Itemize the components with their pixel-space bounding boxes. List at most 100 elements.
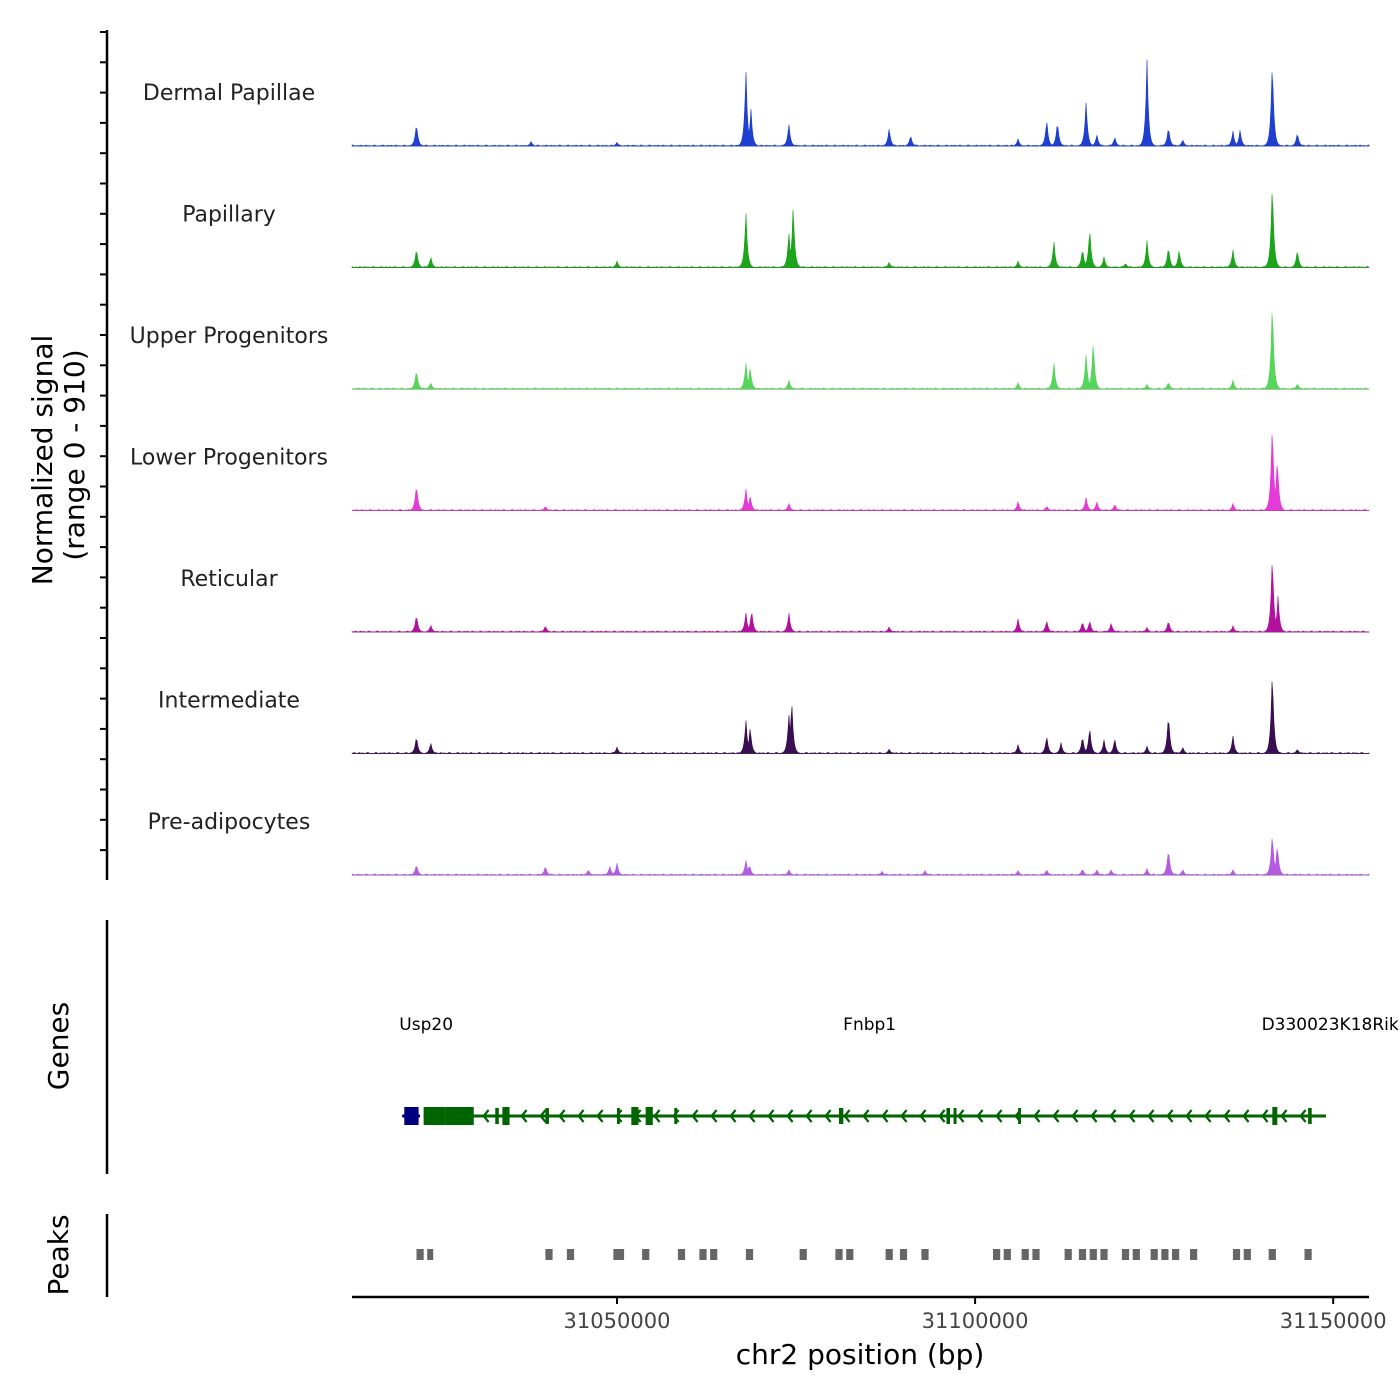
- peak-region: [1064, 1249, 1072, 1260]
- exon: [1018, 1108, 1021, 1124]
- peak-region: [1089, 1249, 1097, 1260]
- strand-arrow: [1052, 1109, 1060, 1123]
- peak-regions-track: [416, 1249, 1312, 1260]
- track-signal-area: [351, 681, 1370, 754]
- exon: [1272, 1107, 1278, 1125]
- strand-arrow: [748, 1109, 756, 1123]
- track-dermal-papillae: Dermal Papillae: [143, 59, 1370, 147]
- exon: [404, 1107, 419, 1125]
- exon: [953, 1108, 957, 1124]
- track-signal-area: [351, 59, 1370, 147]
- peak-region: [921, 1249, 929, 1260]
- strand-arrow: [767, 1109, 775, 1123]
- strand-arrow: [1166, 1109, 1174, 1123]
- track-signal-area: [351, 838, 1370, 876]
- genes-panel-label: Genes: [42, 1002, 75, 1090]
- peak-region: [1078, 1249, 1087, 1260]
- track-papillary: Papillary: [182, 194, 1370, 268]
- peak-region: [846, 1249, 854, 1260]
- strand-arrow: [995, 1109, 1003, 1123]
- exon: [631, 1107, 639, 1125]
- track-label: Intermediate: [158, 689, 300, 714]
- strand-arrow: [1090, 1109, 1098, 1123]
- peak-region: [545, 1249, 553, 1260]
- gene-label: Usp20: [399, 1015, 453, 1035]
- strand-arrow: [957, 1109, 965, 1123]
- track-signal-area: [351, 313, 1370, 390]
- peak-region: [1021, 1249, 1029, 1260]
- peak-region: [835, 1249, 843, 1260]
- strand-arrow: [615, 1109, 623, 1123]
- x-tick-label: 31050000: [564, 1309, 671, 1333]
- strand-arrow: [843, 1109, 851, 1123]
- peak-region: [699, 1249, 707, 1260]
- strand-arrow: [1185, 1109, 1193, 1123]
- x-tick-label: 31100000: [922, 1309, 1029, 1333]
- gene-d330023k18rik: D330023K18Rik: [1262, 1015, 1399, 1035]
- peaks-panel-label: Peaks: [42, 1214, 75, 1295]
- strand-arrow: [596, 1109, 604, 1123]
- y-axis-label-line1: Normalized signal: [26, 335, 59, 586]
- x-axis: 31050000 31100000 31150000: [352, 1295, 1387, 1333]
- track-signal-area: [351, 194, 1370, 268]
- track-upper-progenitors: Upper Progenitors: [130, 313, 1370, 390]
- peak-region: [1190, 1249, 1198, 1260]
- strand-arrow: [520, 1109, 528, 1123]
- peak-region: [799, 1249, 807, 1260]
- gene-label: Fnbp1: [843, 1015, 896, 1035]
- gene-usp20: Usp20: [399, 1015, 453, 1125]
- strand-arrow: [539, 1109, 547, 1123]
- exon: [839, 1108, 844, 1124]
- gene-annotation-track: Usp20 Fnbp1 D330023K18Rik: [399, 1015, 1399, 1125]
- strand-arrow: [919, 1109, 927, 1123]
- exon: [645, 1107, 653, 1125]
- y-axis-label-line2: (range 0 - 910): [58, 349, 91, 560]
- strand-arrow: [1071, 1109, 1079, 1123]
- strand-arrow: [653, 1109, 661, 1123]
- strand-arrow: [577, 1109, 585, 1123]
- peak-region: [1132, 1249, 1140, 1260]
- strand-arrow: [1280, 1109, 1288, 1123]
- peak-region: [745, 1249, 754, 1260]
- strand-arrow: [976, 1109, 984, 1123]
- exon: [445, 1107, 474, 1125]
- track-label: Lower Progenitors: [130, 446, 328, 471]
- strand-arrow: [938, 1109, 946, 1123]
- peak-region: [613, 1249, 625, 1260]
- track-pre-adipocytes: Pre-adipocytes: [148, 810, 1370, 876]
- peak-region: [885, 1249, 893, 1260]
- track-label: Reticular: [180, 567, 278, 592]
- peak-region: [677, 1249, 686, 1260]
- exon: [946, 1108, 951, 1124]
- track-reticular: Reticular: [180, 565, 1370, 633]
- signal-y-axis: [100, 30, 109, 880]
- exon: [616, 1108, 620, 1124]
- track-signal-area: [351, 434, 1370, 511]
- peak-region: [1232, 1249, 1241, 1260]
- peak-region: [1268, 1249, 1276, 1260]
- peak-region: [1172, 1249, 1180, 1260]
- track-signal-area: [351, 565, 1370, 633]
- peak-region: [1161, 1249, 1169, 1260]
- strand-arrow: [824, 1109, 832, 1123]
- strand-arrow: [1128, 1109, 1136, 1123]
- strand-arrow: [1033, 1109, 1041, 1123]
- gene-fnbp1: Fnbp1: [423, 1015, 1327, 1125]
- exon: [502, 1107, 510, 1125]
- strand-arrow: [691, 1109, 699, 1123]
- x-tick-label: 31150000: [1280, 1309, 1387, 1333]
- peak-region: [1003, 1249, 1011, 1260]
- strand-arrow: [1261, 1109, 1269, 1123]
- exon: [545, 1108, 549, 1124]
- peak-region: [427, 1249, 434, 1260]
- strand-arrow: [881, 1109, 889, 1123]
- strand-arrow: [729, 1109, 737, 1123]
- track-label: Papillary: [182, 203, 276, 228]
- exon: [423, 1107, 446, 1125]
- exon: [674, 1108, 678, 1124]
- strand-arrow: [862, 1109, 870, 1123]
- peak-region: [1100, 1249, 1108, 1260]
- strand-arrow: [482, 1109, 490, 1123]
- track-lower-progenitors: Lower Progenitors: [130, 434, 1370, 511]
